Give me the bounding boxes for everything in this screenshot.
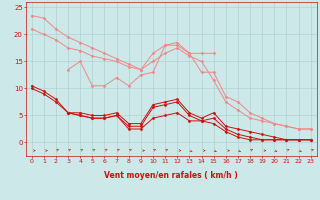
X-axis label: Vent moyen/en rafales ( km/h ): Vent moyen/en rafales ( km/h ) xyxy=(104,171,238,180)
